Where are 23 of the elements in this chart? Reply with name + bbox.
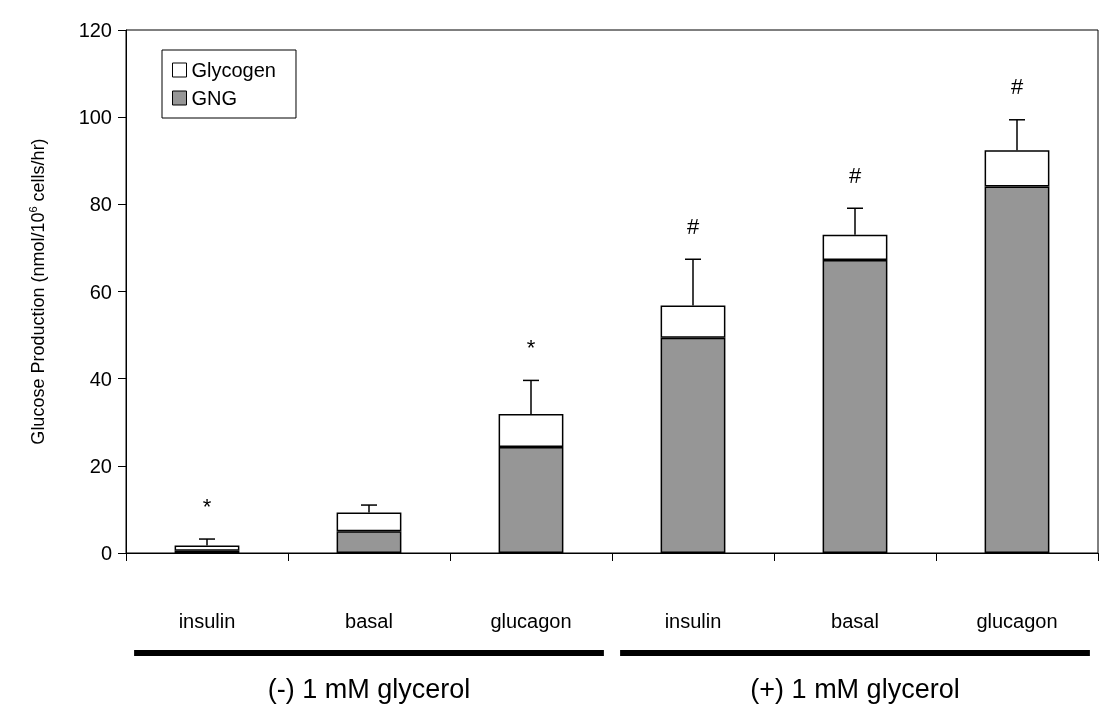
- data-label: #: [686, 213, 700, 239]
- y-tick-label: 60: [89, 280, 112, 303]
- data-label: #: [848, 162, 862, 188]
- x-tick-label: basal: [345, 610, 393, 632]
- data-label: #: [1010, 74, 1024, 100]
- x-tick-label: basal: [831, 610, 879, 632]
- x-tick-label: insulin: [664, 610, 722, 632]
- y-tick-label: 20: [89, 454, 112, 477]
- data-label: *: [526, 334, 536, 360]
- y-tick-label: 0: [100, 542, 112, 564]
- legend-label: Glycogen: [191, 59, 276, 81]
- y-axis-title: Glucose Production (nmol/106 cells/hr): [26, 138, 48, 445]
- y-tick-label: 100: [78, 106, 112, 129]
- data-label: *: [202, 493, 212, 519]
- x-tick-label: insulin: [178, 610, 236, 632]
- legend-label: GNG: [191, 87, 238, 109]
- y-tick-label: 40: [89, 367, 112, 390]
- x-tick-label: glucagon: [490, 610, 572, 632]
- y-tick-label: 80: [89, 193, 112, 216]
- y-tick-label: 120: [78, 19, 112, 41]
- text: (-) 1 mM glycerol: [267, 674, 471, 704]
- text: (+) 1 mM glycerol: [750, 674, 960, 704]
- x-tick-label: glucagon: [976, 610, 1058, 632]
